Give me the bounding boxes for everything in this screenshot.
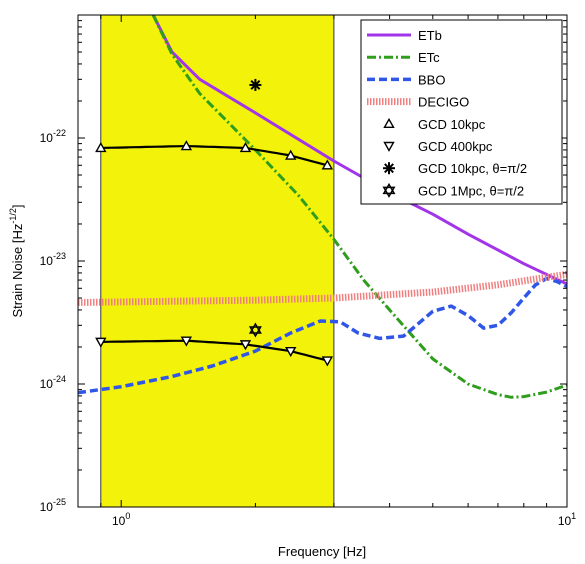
legend-label: GCD 10kpc, θ=π/2 — [418, 161, 527, 176]
legend-label: ETb — [418, 28, 442, 43]
legend-item: GCD 400kpc — [383, 139, 493, 154]
y-axis-label-main: Strain Noise [Hz — [10, 224, 25, 318]
marker-triangle-down-point — [180, 336, 193, 347]
legend-swatch-star-of-david — [382, 182, 396, 198]
y-tick-label: 10-23 — [40, 251, 66, 268]
marker-triangle-up-point — [239, 142, 252, 153]
legend-swatch-triangle-up — [383, 117, 395, 129]
tick-layer: 10-25 10-24 10-23 10-22 100 101 — [40, 15, 576, 528]
series-etc — [151, 15, 567, 399]
observation-band — [100, 15, 335, 507]
legend-label: BBO — [418, 72, 445, 87]
legend-item: ETb — [367, 28, 442, 43]
legend-item: BBO — [367, 72, 445, 87]
legend-box — [360, 19, 563, 205]
legend-label: ETc — [418, 50, 440, 65]
marker-triangle-up-point — [180, 140, 193, 151]
legend-swatch-asterisk — [383, 162, 395, 175]
marker-triangle-up-point — [321, 159, 334, 170]
y-axis-label-end: ] — [10, 204, 25, 208]
legend-label: GCD 1Mpc, θ=π/2 — [418, 183, 524, 198]
frequency-band-layer — [100, 15, 335, 507]
y-tick-label: 10-25 — [40, 497, 66, 514]
x-tick-label: 101 — [558, 511, 576, 528]
legend: ETb ETc BBO DECIGO GCD 10kpc GCD 400kpc GCD 10… — [360, 19, 563, 205]
legend-item: DECIGO — [367, 95, 469, 110]
legend-label: GCD 10kpc — [418, 117, 486, 132]
marker-asterisk-point — [249, 78, 262, 91]
x-axis-label: Frequency [Hz] — [278, 544, 366, 559]
marker-triangle-down-point — [239, 340, 252, 351]
legend-item: GCD 1Mpc, θ=π/2 — [382, 182, 524, 198]
legend-label: DECIGO — [418, 95, 469, 110]
marker-triangle-up-point — [285, 149, 297, 160]
marker-triangle-down-point — [321, 356, 334, 367]
y-tick-label: 10-24 — [40, 374, 66, 391]
legend-item: GCD 10kpc — [383, 117, 486, 132]
series-decigo — [78, 270, 567, 306]
series-bbo — [78, 276, 567, 395]
x-tick-label: 100 — [112, 511, 130, 528]
y-axis-label-sup: -1/2 — [8, 208, 18, 224]
legend-item: ETc — [367, 50, 440, 65]
marker-triangle-down-point — [95, 337, 107, 348]
y-tick-label: 10-22 — [40, 128, 66, 145]
legend-label: GCD 400kpc — [418, 139, 493, 154]
marker-layer — [95, 78, 334, 367]
legend-swatch-triangle-down — [383, 141, 395, 152]
marker-star-of-david-point — [248, 322, 262, 338]
y-axis-label: Strain Noise [Hz-1/2] — [8, 204, 25, 317]
legend-item: GCD 10kpc, θ=π/2 — [383, 161, 527, 176]
marker-triangle-down-point — [285, 346, 297, 358]
marker-triangle-up-point — [95, 142, 107, 153]
